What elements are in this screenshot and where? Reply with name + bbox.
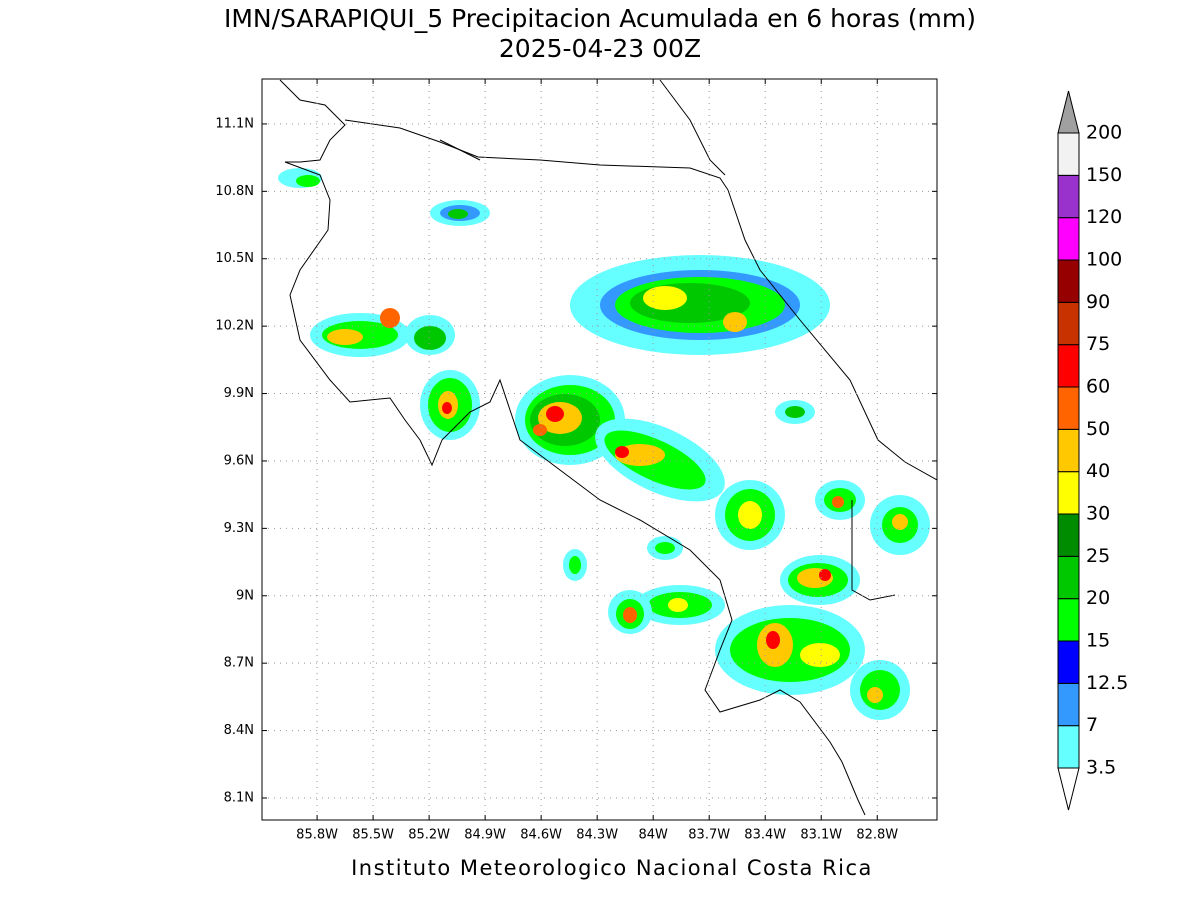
lat-tick-label: 9.9N bbox=[224, 386, 254, 401]
lat-tick-label: 9.6N bbox=[224, 453, 254, 468]
lat-tick-label: 10.5N bbox=[215, 251, 254, 266]
lon-tick-label: 82.8W bbox=[856, 828, 898, 843]
coastlines bbox=[279, 79, 937, 816]
plot-frame bbox=[261, 78, 938, 821]
rain-cell bbox=[570, 255, 830, 355]
rain-cell bbox=[278, 168, 322, 188]
axes: 8.1N 8.4N 8.7N 9N 9.3N 9.6N 9.9N 10.2N 10.5N 10.8… bbox=[215, 79, 937, 843]
colorbar-box bbox=[1057, 428, 1080, 473]
lon-tick-label: 85.8W bbox=[296, 828, 338, 843]
colorbar-box bbox=[1057, 555, 1080, 600]
lat-tick-label: 9.3N bbox=[224, 521, 254, 536]
colorbar-label: 40 bbox=[1086, 460, 1110, 482]
rain-cell bbox=[647, 536, 683, 560]
colorbar-box bbox=[1057, 682, 1080, 727]
colorbar-label: 25 bbox=[1086, 545, 1110, 567]
colorbar-box bbox=[1057, 132, 1080, 176]
rain-cell bbox=[780, 555, 860, 605]
rain-cell bbox=[870, 495, 930, 555]
colorbar-label: 150 bbox=[1086, 164, 1122, 186]
colorbar-box bbox=[1057, 344, 1080, 388]
lat-tick-label: 11.1N bbox=[215, 116, 254, 131]
lon-tick-label: 85.2W bbox=[408, 828, 450, 843]
rain-cell bbox=[775, 400, 815, 424]
colorbar-box bbox=[1057, 725, 1080, 769]
lat-tick-label: 8.1N bbox=[224, 790, 254, 805]
lat-tick-label: 10.2N bbox=[215, 319, 254, 334]
rain-cell bbox=[715, 605, 865, 695]
colorbar-label: 12.5 bbox=[1086, 672, 1128, 694]
colorbar-label: 100 bbox=[1086, 249, 1122, 271]
colorbar-box bbox=[1057, 471, 1080, 515]
colorbar-box bbox=[1057, 513, 1080, 557]
precip-field bbox=[278, 168, 930, 720]
colorbar-box bbox=[1057, 301, 1080, 346]
colorbar: 3.5 7 12.5 15 20 25 30 40 50 60 75 90 100 120 150 200 bbox=[1057, 90, 1128, 811]
colorbar-label: 30 bbox=[1086, 503, 1110, 525]
rain-cell bbox=[850, 660, 910, 720]
rain-cell bbox=[430, 200, 490, 226]
lon-tick-label: 84.6W bbox=[520, 828, 562, 843]
lon-tick-label: 85.5W bbox=[352, 828, 394, 843]
colorbar-label: 120 bbox=[1086, 206, 1122, 228]
rain-cell bbox=[608, 590, 652, 634]
colorbar-label: 20 bbox=[1086, 587, 1110, 609]
colorbar-box bbox=[1057, 386, 1080, 430]
rain-cell bbox=[563, 549, 587, 581]
lat-tick-label: 9N bbox=[236, 588, 254, 603]
rain-cell bbox=[405, 315, 455, 355]
lon-tick-label: 84.9W bbox=[464, 828, 506, 843]
lon-tick-label: 84.3W bbox=[576, 828, 618, 843]
colorbar-over bbox=[1057, 90, 1080, 134]
rain-cell bbox=[310, 308, 410, 357]
lat-tick-label: 10.8N bbox=[215, 184, 254, 199]
lon-tick-label: 84W bbox=[638, 828, 668, 843]
colorbar-label: 75 bbox=[1086, 333, 1110, 355]
colorbar-under bbox=[1057, 767, 1080, 811]
lat-tick-label: 8.7N bbox=[224, 656, 254, 671]
title: IMN/SARAPIQUI_5 Precipitacion Acumulada … bbox=[224, 4, 976, 33]
rain-cell bbox=[715, 480, 785, 550]
rain-cell bbox=[515, 375, 625, 465]
colorbar-label: 50 bbox=[1086, 418, 1110, 440]
footer: Instituto Meteorologico Nacional Costa R… bbox=[351, 856, 873, 880]
colorbar-box bbox=[1057, 174, 1080, 219]
colorbar-label: 200 bbox=[1086, 122, 1122, 144]
colorbar-label: 15 bbox=[1086, 630, 1110, 652]
colorbar-box bbox=[1057, 598, 1080, 642]
rain-cell bbox=[635, 585, 725, 625]
colorbar-box bbox=[1057, 259, 1080, 303]
colorbar-box bbox=[1057, 217, 1080, 261]
colorbar-label: 90 bbox=[1086, 291, 1110, 313]
lat-tick-label: 8.4N bbox=[224, 723, 254, 738]
lon-tick-label: 83.4W bbox=[744, 828, 786, 843]
colorbar-label: 7 bbox=[1086, 714, 1098, 736]
colorbar-label: 60 bbox=[1086, 376, 1110, 398]
colorbar-box bbox=[1057, 640, 1080, 684]
rain-cell bbox=[420, 370, 480, 440]
lon-tick-label: 83.1W bbox=[800, 828, 842, 843]
lon-tick-label: 83.7W bbox=[688, 828, 730, 843]
colorbar-label: 3.5 bbox=[1086, 757, 1116, 779]
subtitle: 2025-04-23 00Z bbox=[499, 34, 701, 63]
rain-cell bbox=[815, 480, 865, 520]
